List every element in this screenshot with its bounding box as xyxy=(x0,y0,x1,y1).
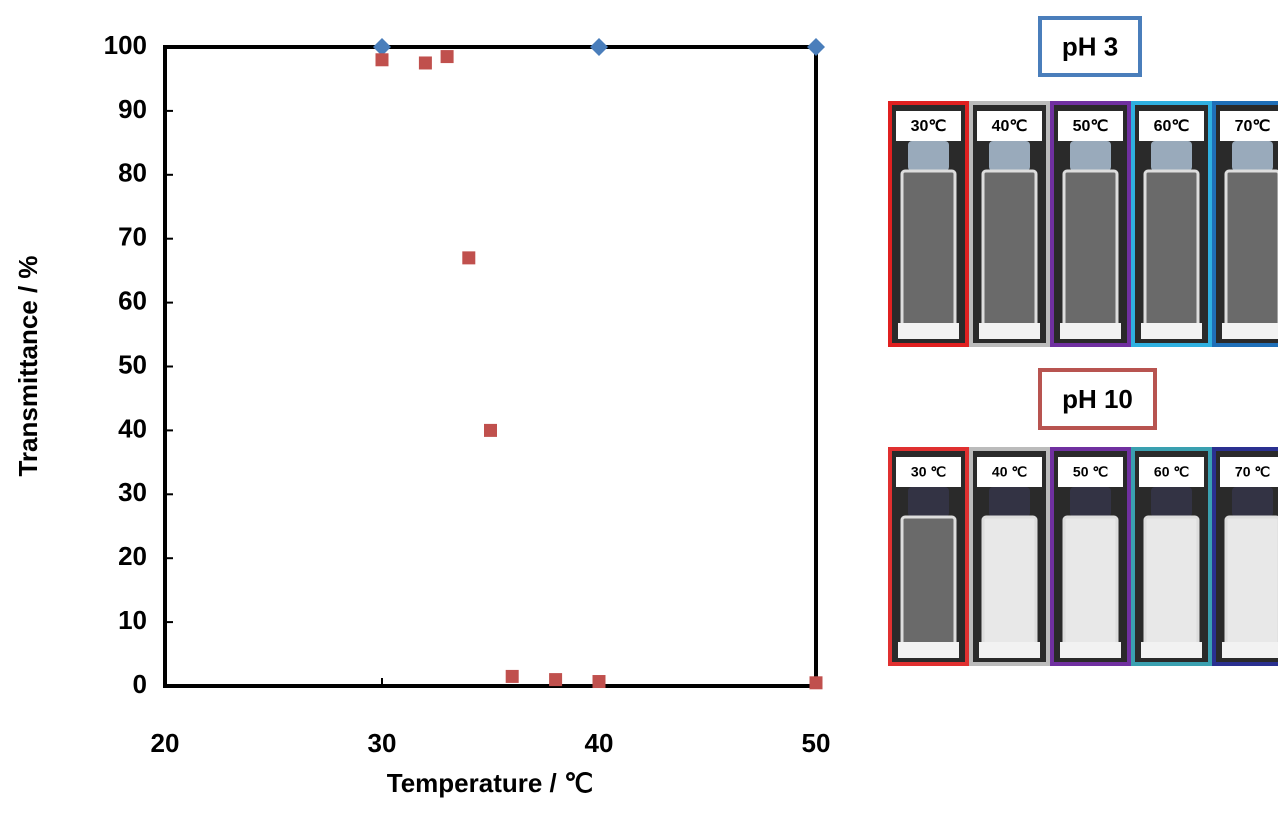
x-axis-title: Temperature / ℃ xyxy=(387,768,593,798)
point xyxy=(809,676,823,690)
cuvette-cap xyxy=(1070,487,1111,517)
photo-label-box xyxy=(1220,111,1278,141)
x-tick-label: 40 xyxy=(585,728,614,758)
photo-label: 30 ℃ xyxy=(911,464,946,480)
point xyxy=(440,50,454,64)
y-tick-label: 10 xyxy=(118,605,147,635)
cuvette xyxy=(1224,169,1278,337)
point xyxy=(375,53,389,67)
point xyxy=(807,38,825,56)
y-tick-label: 40 xyxy=(118,413,147,443)
panel-title-box xyxy=(1038,16,1142,77)
y-tick-label: 100 xyxy=(104,30,147,60)
photo-label: 30℃ xyxy=(911,118,947,135)
y-tick-label: 0 xyxy=(133,669,147,699)
cuvette-cap xyxy=(908,487,949,517)
cuvette-base xyxy=(1222,642,1278,658)
point xyxy=(462,251,476,265)
point xyxy=(592,675,606,689)
cuvette-cap xyxy=(1151,141,1192,171)
photo-label: 60℃ xyxy=(1154,118,1190,135)
cuvette xyxy=(981,515,1038,656)
photo-label: 50 ℃ xyxy=(1073,464,1108,480)
cuvette xyxy=(1062,515,1119,656)
cuvette xyxy=(1143,169,1200,337)
cuvette xyxy=(900,169,957,337)
cuvette-base xyxy=(1141,323,1202,339)
photo-label-box xyxy=(977,111,1042,141)
cuvette xyxy=(900,515,957,656)
cuvette-cap xyxy=(1070,141,1111,171)
cuvette-base xyxy=(1060,642,1121,658)
photo-label: 60 ℃ xyxy=(1154,464,1189,480)
photo-label-box xyxy=(1058,457,1123,487)
photo-label: 70 ℃ xyxy=(1235,464,1270,480)
cuvette-cap xyxy=(989,487,1030,517)
cuvette-base xyxy=(898,642,959,658)
x-tick-label: 30 xyxy=(368,728,397,758)
cuvette-base xyxy=(1060,323,1121,339)
cuvette-base xyxy=(898,323,959,339)
photo-label: 50℃ xyxy=(1073,118,1109,135)
y-tick-label: 50 xyxy=(118,349,147,379)
x-tick-label: 50 xyxy=(802,728,831,758)
photo-label-box xyxy=(1139,111,1204,141)
cuvette xyxy=(1224,515,1278,656)
cuvette-cap xyxy=(1232,487,1273,517)
y-tick-label: 20 xyxy=(118,541,147,571)
cuvette-cap xyxy=(908,141,949,171)
photo-label-box xyxy=(1139,457,1204,487)
cuvette-cap xyxy=(1232,141,1273,171)
cuvette-base xyxy=(979,642,1040,658)
y-tick-label: 80 xyxy=(118,158,147,188)
cuvette-base xyxy=(1222,323,1278,339)
photo-label-box xyxy=(1058,111,1123,141)
photo-label-box xyxy=(896,111,961,141)
photo-label: 40 ℃ xyxy=(992,464,1027,480)
cuvette xyxy=(981,169,1038,337)
cuvette xyxy=(1143,515,1200,656)
y-tick-label: 90 xyxy=(118,94,147,124)
photo-label-box xyxy=(896,457,961,487)
photo-label: 40℃ xyxy=(992,118,1028,135)
photo-label-box xyxy=(977,457,1042,487)
cuvette xyxy=(1062,169,1119,337)
point xyxy=(505,669,519,683)
cuvette-base xyxy=(1141,642,1202,658)
panel-title: pH 10 xyxy=(1062,384,1133,414)
x-tick-label: 20 xyxy=(151,728,180,758)
photo-label: 70℃ xyxy=(1235,118,1271,135)
y-tick-label: 60 xyxy=(118,285,147,315)
panel-title-box xyxy=(1038,368,1157,430)
photo-label-box xyxy=(1220,457,1278,487)
point xyxy=(549,673,563,687)
point xyxy=(590,38,608,56)
cuvette-base xyxy=(979,323,1040,339)
y-tick-label: 70 xyxy=(118,222,147,252)
y-tick-label: 30 xyxy=(118,477,147,507)
panel-title: pH 3 xyxy=(1062,31,1118,61)
plot-frame xyxy=(163,45,818,688)
y-axis-title: Transmittance / % xyxy=(13,255,43,476)
point xyxy=(373,38,391,56)
point xyxy=(484,423,497,437)
cuvette-cap xyxy=(989,141,1030,171)
point xyxy=(418,56,432,70)
cuvette-cap xyxy=(1151,487,1192,517)
